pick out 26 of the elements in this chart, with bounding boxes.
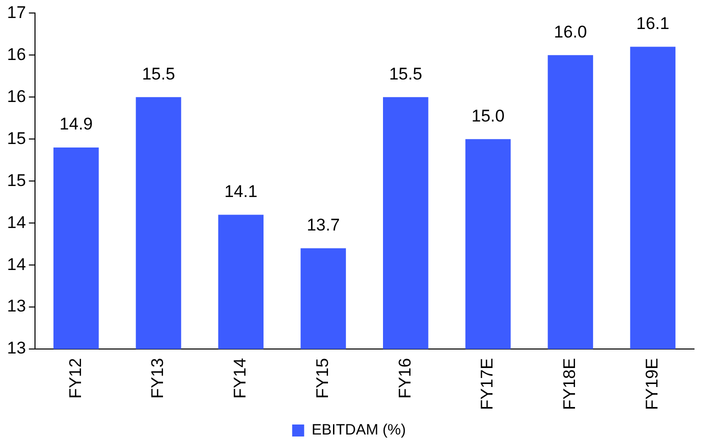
x-tick-label: FY13 bbox=[148, 358, 168, 399]
x-tick-label: FY17E bbox=[478, 358, 497, 410]
y-tick-label: 14 bbox=[6, 254, 26, 274]
x-tick-label: FY12 bbox=[66, 358, 85, 399]
legend-label: EBITDAM (%) bbox=[312, 422, 406, 439]
data-label: 16.0 bbox=[554, 22, 587, 42]
x-tick-label: FY18E bbox=[560, 358, 580, 410]
data-label: 15.0 bbox=[471, 106, 505, 126]
data-label: 16.1 bbox=[636, 14, 670, 33]
y-tick-label: 17 bbox=[6, 2, 26, 22]
x-tick-label: FY15 bbox=[312, 358, 332, 399]
y-tick-label: 15 bbox=[6, 170, 26, 190]
y-tick-label: 13 bbox=[6, 338, 26, 358]
y-tick-label: 16 bbox=[6, 44, 26, 64]
y-tick-label: 15 bbox=[6, 128, 26, 148]
data-label: 13.7 bbox=[306, 215, 340, 234]
y-tick-label: 16 bbox=[6, 86, 26, 106]
data-label: 15.5 bbox=[142, 64, 176, 84]
x-tick-label: FY19E bbox=[642, 358, 662, 410]
data-label: 14.9 bbox=[60, 114, 93, 134]
data-label: 14.1 bbox=[224, 182, 258, 201]
y-tick-label: 14 bbox=[6, 212, 26, 232]
x-tick-label: FY16 bbox=[395, 358, 414, 399]
y-tick-label: 13 bbox=[6, 296, 26, 316]
data-label: 15.5 bbox=[389, 64, 422, 84]
x-tick-label: FY14 bbox=[230, 358, 250, 399]
